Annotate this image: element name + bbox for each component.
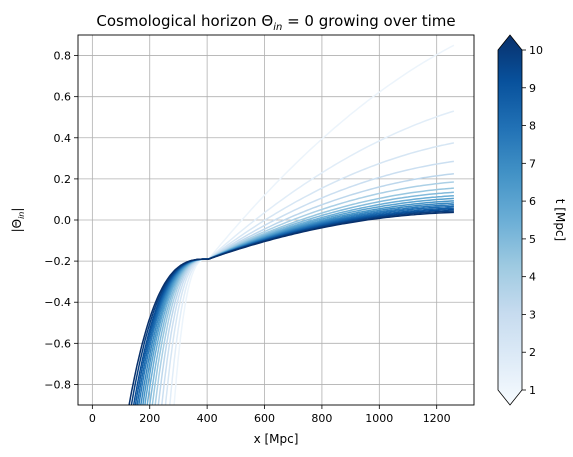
colorbar-tick-label: 6 <box>529 195 536 208</box>
x-axis-label: x [Mpc] <box>254 432 299 446</box>
x-tick-label: 600 <box>254 412 275 425</box>
colorbar-tick-label: 1 <box>529 384 536 397</box>
colorbar-label: t [Mpc] <box>553 199 567 241</box>
x-tick-label: 400 <box>197 412 218 425</box>
series-line <box>134 207 454 405</box>
colorbar <box>497 34 523 406</box>
y-axis-label: |Θin| <box>10 208 26 233</box>
colorbar-tick-label: 3 <box>529 308 536 321</box>
y-tick-label: 0.0 <box>54 214 72 227</box>
y-tick-label: 0.2 <box>54 173 72 186</box>
series-line <box>138 204 454 405</box>
y-tick-label: −0.6 <box>44 337 71 350</box>
colorbar-tick-label: 5 <box>529 233 536 246</box>
line-series-group <box>128 44 455 405</box>
x-tick-label: 0 <box>89 412 96 425</box>
colorbar-tick-label: 8 <box>529 120 536 133</box>
series-line <box>128 211 454 405</box>
series-line <box>154 181 454 405</box>
x-tick-label: 200 <box>139 412 160 425</box>
colorbar-tick-label: 2 <box>529 346 536 359</box>
y-tick-label: −0.2 <box>44 255 71 268</box>
colorbar-ticks: 1 2 3 4 5 6 7 8 9 10 <box>522 44 543 397</box>
x-tick-label: 1200 <box>423 412 451 425</box>
x-tick-label: 1000 <box>365 412 393 425</box>
y-tick-label: 0.6 <box>54 91 72 104</box>
series-line <box>169 110 455 405</box>
series-line <box>164 142 455 405</box>
y-tick-label: 0.4 <box>54 132 72 145</box>
y-tick-label: −0.4 <box>44 296 71 309</box>
colorbar-tick-label: 4 <box>529 271 536 284</box>
chart-title: Cosmological horizon Θin = 0 growing ove… <box>96 12 455 33</box>
y-tick-label: 0.8 <box>54 50 72 63</box>
series-line <box>157 173 454 405</box>
colorbar-tick-label: 7 <box>529 157 536 170</box>
series-line <box>173 44 455 405</box>
x-tick-label: 800 <box>311 412 332 425</box>
colorbar-tick-label: 9 <box>529 82 536 95</box>
series-line <box>161 160 454 405</box>
colorbar-tick-label: 10 <box>529 44 543 57</box>
x-axis-ticks: 0 200 400 600 800 1000 1200 <box>89 405 451 425</box>
series-line <box>130 210 454 405</box>
y-tick-label: −0.8 <box>44 378 71 391</box>
y-axis-ticks: −0.8 −0.6 −0.4 −0.2 0.0 0.2 0.4 0.6 0.8 <box>44 50 78 391</box>
